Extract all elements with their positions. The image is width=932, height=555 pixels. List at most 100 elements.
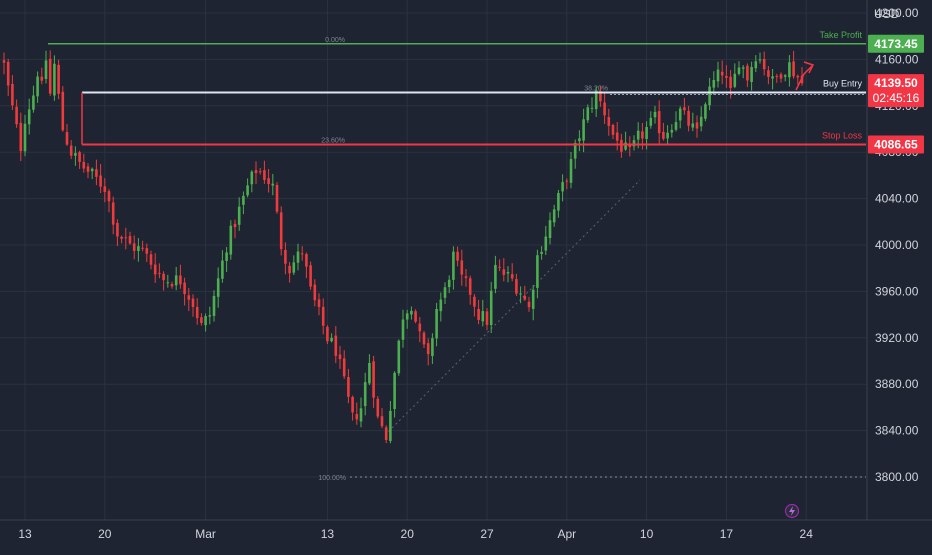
candle-body <box>615 132 619 141</box>
candle <box>103 178 107 203</box>
candle-body <box>674 122 678 130</box>
candle-body <box>536 255 539 288</box>
candle <box>716 61 720 88</box>
candle <box>292 255 296 276</box>
candle-body <box>452 251 455 280</box>
candle <box>200 313 203 326</box>
candle-body <box>783 75 787 77</box>
candle-body <box>166 282 170 284</box>
candle <box>746 63 749 88</box>
candle-body <box>19 122 23 152</box>
candle <box>611 123 615 140</box>
candle <box>510 263 514 282</box>
candle-body <box>788 62 791 78</box>
take-profit-badge[interactable]: 4173.45 <box>868 34 924 53</box>
current-price-badge-text: 02:45:16 <box>873 91 920 105</box>
candle <box>221 250 224 283</box>
candle-body <box>326 326 329 342</box>
candle-body <box>733 73 737 87</box>
candle-body <box>153 264 157 275</box>
candle <box>137 238 140 262</box>
stop-loss-badge-bg <box>868 135 924 154</box>
candle <box>544 225 548 255</box>
candle <box>250 170 254 193</box>
candle <box>557 189 560 218</box>
candle <box>771 68 774 90</box>
candle-body <box>569 159 573 183</box>
candle <box>779 72 783 83</box>
candle-body <box>27 109 31 125</box>
stop-loss-badge[interactable]: 4086.65 <box>868 135 924 154</box>
candle <box>699 106 703 132</box>
fib-retracement: 0.00%38.20%23.60%100.00% <box>318 37 866 482</box>
candle-body <box>578 138 581 142</box>
candle-body <box>502 269 506 275</box>
candle <box>359 397 363 428</box>
candle <box>762 51 766 76</box>
lightning-icon[interactable] <box>784 503 800 519</box>
candle-body <box>359 408 363 422</box>
candle <box>712 71 716 95</box>
candle <box>733 63 737 89</box>
candle <box>687 105 690 132</box>
candle <box>603 91 606 125</box>
candle-body <box>137 246 140 251</box>
price-tick-label: 3840.00 <box>875 424 919 438</box>
candle <box>145 243 149 263</box>
candle <box>313 279 317 307</box>
candle <box>99 163 102 193</box>
candle <box>216 267 220 308</box>
candle <box>515 273 518 296</box>
candle-body <box>279 212 283 250</box>
candle <box>586 104 590 124</box>
time-axis-panel[interactable] <box>0 521 867 550</box>
candle <box>237 197 241 231</box>
candle-body <box>657 111 661 134</box>
candle <box>380 408 384 429</box>
candle-body <box>384 427 388 441</box>
candle-body <box>750 66 753 83</box>
candle <box>473 294 476 317</box>
candle <box>418 316 422 343</box>
candle-body <box>531 289 535 309</box>
candle <box>502 258 506 282</box>
candle <box>624 131 627 151</box>
candle <box>82 153 86 173</box>
candle-body <box>120 236 123 239</box>
candle <box>708 77 711 111</box>
time-tick-label: 13 <box>321 527 335 541</box>
candle <box>204 313 207 332</box>
candle <box>372 355 375 408</box>
time-axis-labels: 13 20 Mar 13 20 27 Apr 10 17 24 <box>18 527 813 541</box>
candle-body <box>678 108 682 121</box>
candle-body <box>267 178 270 185</box>
price-axis-labels: 4200.004160.004120.004080.004040.004000.… <box>875 6 919 484</box>
candle <box>737 61 741 76</box>
candle <box>242 191 245 215</box>
candle-body <box>729 76 732 89</box>
candle <box>149 250 153 270</box>
candle-body <box>456 251 459 261</box>
candle-body <box>187 295 191 300</box>
candle-body <box>229 225 233 255</box>
candle-body <box>519 293 522 295</box>
candle-body <box>494 264 497 289</box>
candle <box>460 249 464 286</box>
candle <box>246 178 249 198</box>
candle-body <box>725 75 728 78</box>
candle-body <box>284 249 287 264</box>
candle-body <box>48 58 52 94</box>
candle <box>309 261 312 290</box>
candle-body <box>590 107 594 109</box>
candle-body <box>65 132 69 145</box>
candle <box>271 173 275 196</box>
candle <box>229 220 233 260</box>
candle-body <box>191 298 195 308</box>
candle-body <box>36 76 39 97</box>
candle-body <box>704 104 707 119</box>
candle-body <box>233 223 237 228</box>
candle <box>477 299 480 325</box>
candle-body <box>645 126 648 139</box>
